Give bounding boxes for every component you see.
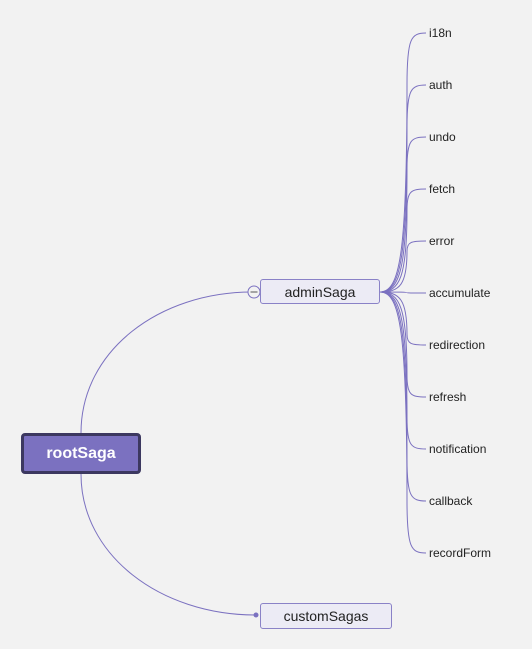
link-admin-leaf-6 xyxy=(379,291,427,346)
custom-sagas-label: customSagas xyxy=(283,608,369,624)
link-admin-leaf-1 xyxy=(379,84,427,293)
admin-saga-node[interactable]: adminSaga xyxy=(260,279,380,304)
leaf-node-i18n[interactable]: i18n xyxy=(429,26,452,40)
link-admin-leaf-2 xyxy=(379,136,427,293)
connector-dot-icon xyxy=(253,612,259,618)
link-admin-leaf-10 xyxy=(379,291,427,554)
admin-saga-label: adminSaga xyxy=(284,283,356,300)
leaf-node-notification[interactable]: notification xyxy=(429,442,487,456)
leaf-node-auth[interactable]: auth xyxy=(429,78,453,92)
leaf-node-fetch[interactable]: fetch xyxy=(429,182,456,196)
link-root-admin xyxy=(80,291,253,434)
leaf-links-group xyxy=(379,32,427,554)
leaf-node-error[interactable]: error xyxy=(429,234,455,248)
leaf-node-undo[interactable]: undo xyxy=(429,130,456,144)
leaf-node-redirection[interactable]: redirection xyxy=(429,338,486,352)
leaf-node-accumulate[interactable]: accumulate xyxy=(429,286,491,300)
link-root-custom xyxy=(80,473,257,616)
collapse-minus-icon[interactable] xyxy=(247,285,261,299)
link-admin-leaf-3 xyxy=(379,188,427,293)
leaf-node-callback[interactable]: callback xyxy=(429,494,473,508)
link-admin-leaf-7 xyxy=(379,291,427,398)
root-saga-label: rootSaga xyxy=(46,444,116,462)
leaf-node-refresh[interactable]: refresh xyxy=(429,390,467,404)
root-saga-node[interactable]: rootSaga xyxy=(21,433,141,474)
link-admin-leaf-4 xyxy=(379,240,427,293)
link-admin-leaf-8 xyxy=(379,291,427,450)
custom-sagas-node[interactable]: customSagas xyxy=(260,603,392,629)
link-admin-leaf-5 xyxy=(379,291,427,294)
link-admin-leaf-9 xyxy=(379,291,427,502)
leaf-node-record-form[interactable]: recordForm xyxy=(429,546,492,560)
